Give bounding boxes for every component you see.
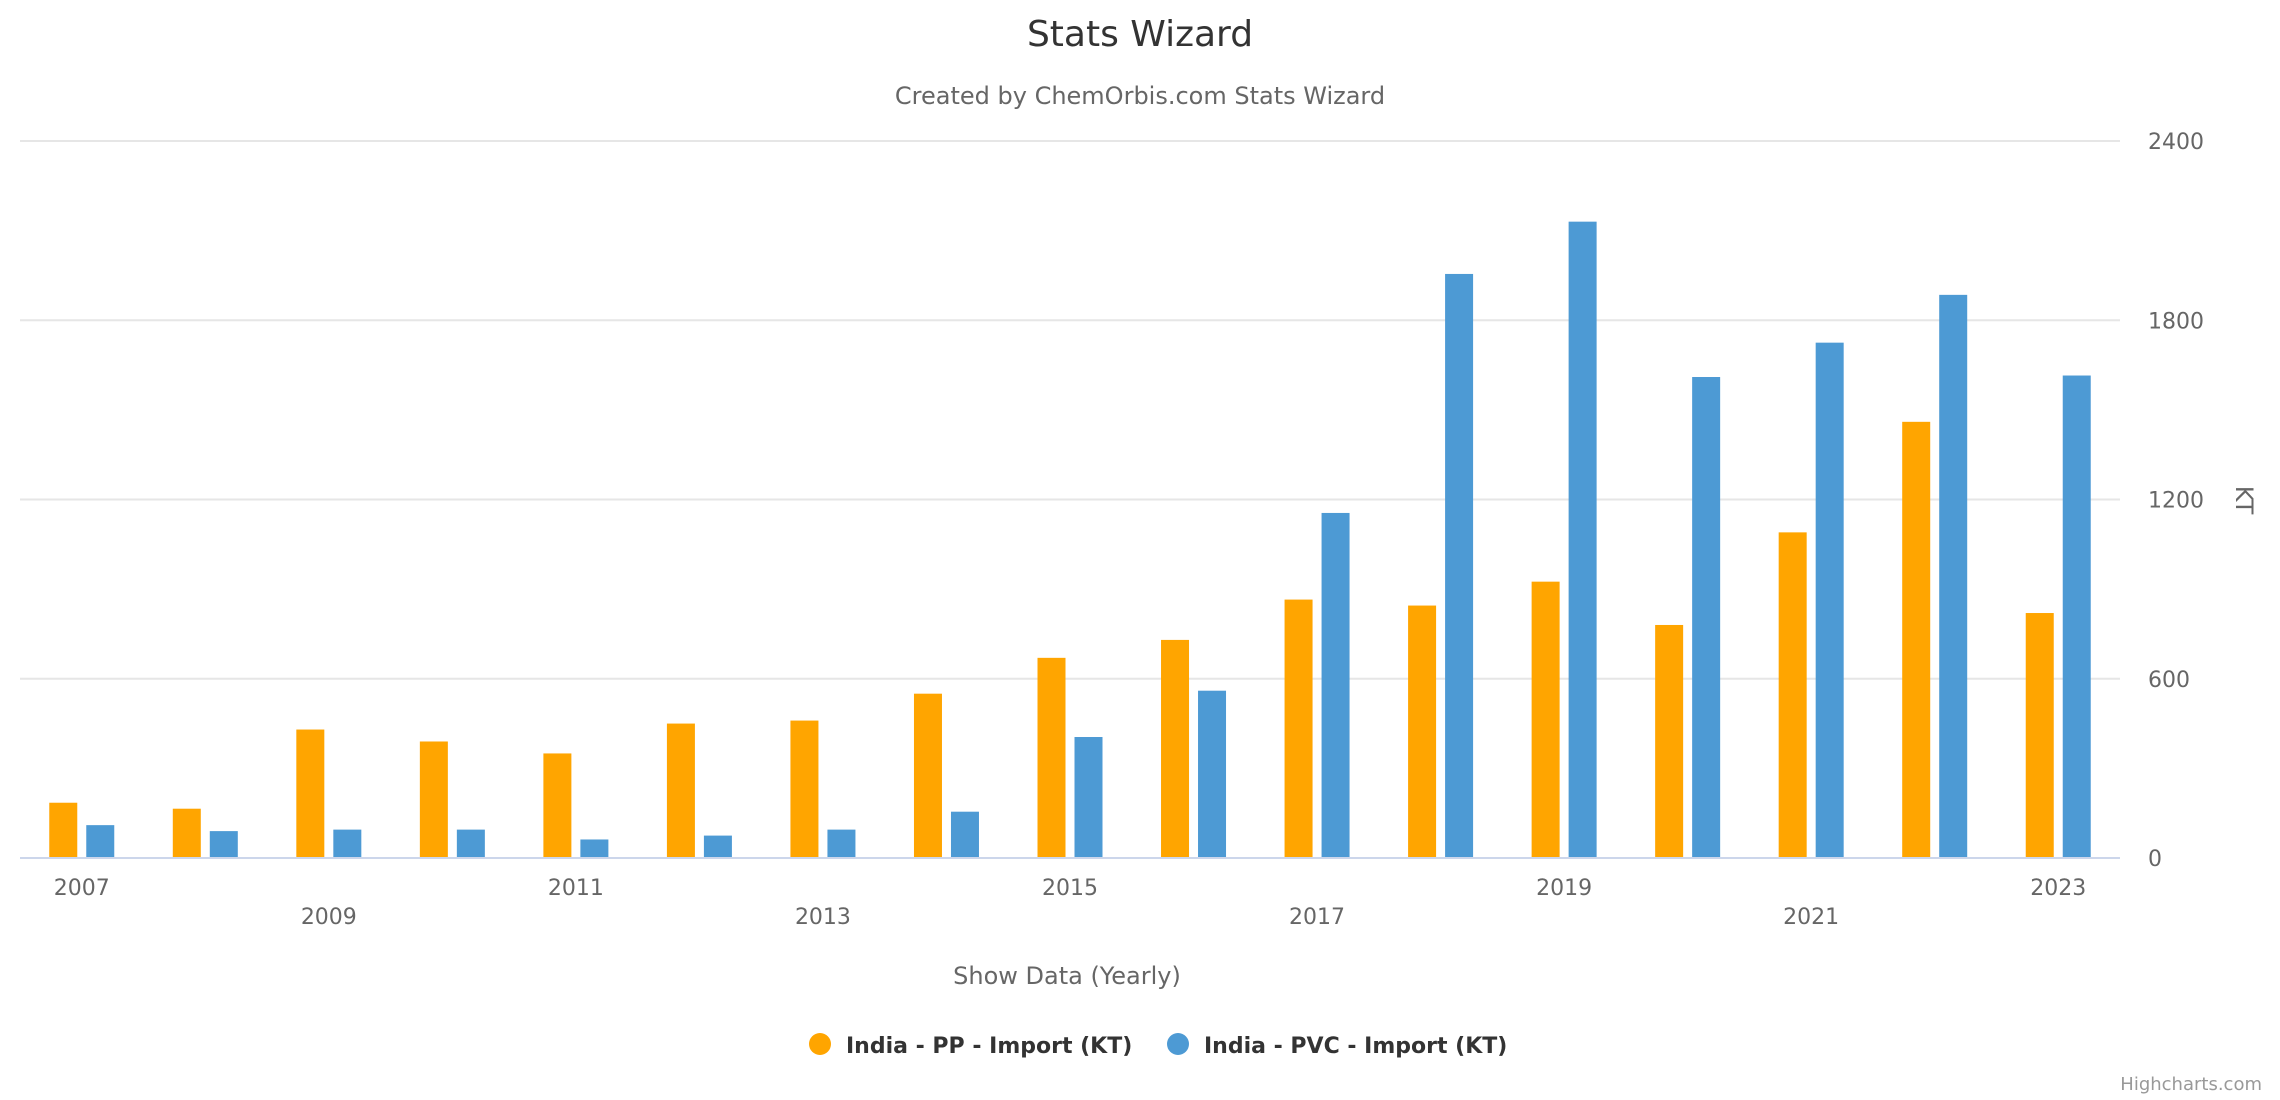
y-tick-label: 1200 xyxy=(2148,489,2204,514)
bar-pp-2010[interactable] xyxy=(419,741,448,858)
legend-item-pvc[interactable]: India - PVC - Import (KT) xyxy=(1167,1033,1507,1059)
legend-label: India - PP - Import (KT) xyxy=(846,1034,1132,1059)
bar-pp-2019[interactable] xyxy=(1531,581,1560,858)
bar-pp-2008[interactable] xyxy=(172,808,201,858)
x-axis-title: Show Data (Yearly) xyxy=(953,962,1181,990)
x-tick-label: 2011 xyxy=(548,876,604,901)
bar-pvc-2017[interactable] xyxy=(1321,512,1350,858)
chart-title: Stats Wizard xyxy=(1027,14,1253,55)
legend-marker xyxy=(1167,1033,1189,1055)
x-tick-label: 2021 xyxy=(1783,905,1839,930)
bar-pvc-2013[interactable] xyxy=(827,829,856,858)
bar-pp-2013[interactable] xyxy=(790,720,819,858)
bar-pp-2020[interactable] xyxy=(1655,624,1684,858)
bar-pp-2007[interactable] xyxy=(49,802,78,858)
x-tick-label: 2013 xyxy=(795,905,851,930)
bar-pvc-2020[interactable] xyxy=(1692,377,1721,858)
y-tick-label: 1800 xyxy=(2148,309,2204,334)
y-tick-label: 0 xyxy=(2148,847,2162,872)
bar-pp-2012[interactable] xyxy=(666,723,695,858)
bar-pp-2018[interactable] xyxy=(1408,605,1437,858)
y-axis: 0 600 1200 1800 2400 xyxy=(2148,130,2204,872)
credits-link[interactable]: Highcharts.com xyxy=(2120,1074,2262,1095)
bars xyxy=(49,221,2091,859)
bar-pvc-2018[interactable] xyxy=(1445,273,1474,859)
y-axis-title: KT xyxy=(2230,486,2258,515)
bar-pp-2016[interactable] xyxy=(1161,639,1190,858)
bar-pvc-2008[interactable] xyxy=(209,831,238,858)
bar-pvc-2023[interactable] xyxy=(2062,375,2091,858)
bar-pvc-2019[interactable] xyxy=(1568,221,1597,859)
y-tick-label: 2400 xyxy=(2148,130,2204,155)
bar-pvc-2022[interactable] xyxy=(1939,294,1968,858)
bar-pp-2023[interactable] xyxy=(2025,613,2054,858)
bar-pvc-2012[interactable] xyxy=(703,835,732,858)
x-tick-label: 2023 xyxy=(2030,876,2086,901)
bar-pp-2014[interactable] xyxy=(913,693,942,858)
x-tick-label: 2015 xyxy=(1042,876,1098,901)
bar-pvc-2009[interactable] xyxy=(333,829,362,858)
bar-pvc-2010[interactable] xyxy=(456,829,485,858)
x-tick-label: 2009 xyxy=(301,905,357,930)
legend: India - PP - Import (KT) India - PVC - Im… xyxy=(809,1033,1507,1059)
bar-pvc-2015[interactable] xyxy=(1074,737,1103,858)
bar-pvc-2014[interactable] xyxy=(950,811,979,858)
bar-pp-2022[interactable] xyxy=(1902,421,1931,858)
bar-pp-2009[interactable] xyxy=(296,729,325,858)
x-tick-label: 2019 xyxy=(1536,876,1592,901)
bar-pvc-2011[interactable] xyxy=(580,839,609,858)
y-tick-label: 600 xyxy=(2148,668,2190,693)
bar-pvc-2021[interactable] xyxy=(1815,342,1844,858)
legend-marker xyxy=(809,1033,831,1055)
bar-pp-2011[interactable] xyxy=(543,753,572,858)
bar-pp-2015[interactable] xyxy=(1037,657,1066,858)
bar-pp-2021[interactable] xyxy=(1778,532,1807,858)
legend-label: India - PVC - Import (KT) xyxy=(1204,1034,1507,1059)
grid-lines xyxy=(20,140,2120,680)
legend-item-pp[interactable]: India - PP - Import (KT) xyxy=(809,1033,1132,1059)
x-axis: 2007 2009 2011 2013 2015 2017 2019 2021 2023 xyxy=(20,857,2120,930)
chart-subtitle: Created by ChemOrbis.com Stats Wizard xyxy=(895,82,1385,110)
bar-pvc-2007[interactable] xyxy=(86,825,115,858)
x-tick-label: 2007 xyxy=(54,876,110,901)
x-tick-label: 2017 xyxy=(1289,905,1345,930)
bar-pp-2017[interactable] xyxy=(1284,599,1313,858)
bar-pvc-2016[interactable] xyxy=(1198,690,1227,858)
